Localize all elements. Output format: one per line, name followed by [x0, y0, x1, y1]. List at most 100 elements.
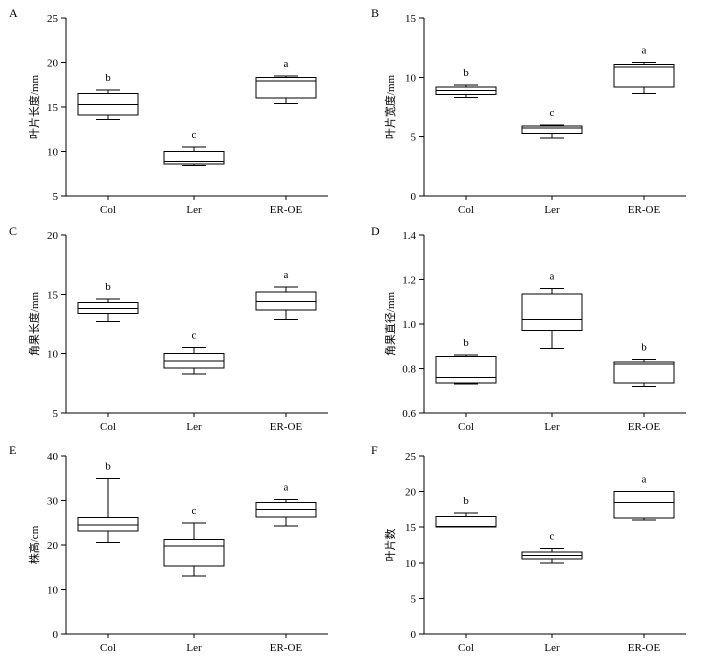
- panel-C: C 5 10 15 20 角果长度/mm Col b Ler c ER-OE a: [9, 224, 328, 433]
- category-label: Col: [100, 642, 116, 654]
- panel-letter: E: [9, 443, 16, 457]
- significance-letter: b: [105, 460, 111, 472]
- significance-letter: a: [550, 270, 555, 282]
- y-tick-label: 0: [411, 629, 417, 641]
- panel-letter: F: [371, 443, 378, 457]
- y-tick-label: 5: [411, 593, 417, 605]
- y-tick-label: 25: [47, 13, 59, 25]
- y-tick-label: 1.4: [402, 230, 416, 242]
- iqr-box: [77, 302, 139, 314]
- y-axis-label: 角果直径/mm: [383, 291, 397, 356]
- category-label: Col: [458, 204, 474, 216]
- y-tick-label: 10: [47, 147, 59, 159]
- y-tick-label: 10: [47, 349, 59, 361]
- y-tick-label: 20: [405, 487, 417, 499]
- y-tick-label: 20: [47, 540, 59, 552]
- significance-letter: b: [463, 67, 469, 79]
- panel-letter: B: [371, 6, 379, 20]
- y-tick-label: 0: [53, 629, 59, 641]
- y-tick-label: 20: [47, 230, 59, 242]
- iqr-box: [77, 516, 139, 532]
- y-tick-label: 15: [405, 522, 417, 534]
- y-tick-label: 20: [47, 58, 59, 70]
- category-label: ER-OE: [628, 421, 661, 433]
- category-label: ER-OE: [270, 421, 303, 433]
- category-label: Ler: [544, 204, 560, 216]
- significance-letter: b: [105, 72, 111, 84]
- significance-letter: a: [284, 482, 289, 494]
- iqr-box: [255, 291, 317, 311]
- iqr-box: [613, 361, 675, 384]
- box-er-oe: ER-OE a: [255, 269, 317, 433]
- category-label: Ler: [186, 642, 202, 654]
- y-tick-label: 1.0: [402, 319, 416, 331]
- significance-letter: b: [463, 337, 469, 349]
- y-tick-label: 10: [47, 585, 59, 597]
- category-label: ER-OE: [628, 642, 661, 654]
- y-tick-label: 10: [405, 72, 417, 84]
- box-er-oe: ER-OE a: [613, 45, 675, 216]
- y-tick-label: 5: [411, 132, 417, 144]
- panel-B: B 0 5 10 15 叶片宽度/mm Col b Ler c ER-OE a: [371, 6, 686, 216]
- y-tick-label: 0.8: [402, 364, 416, 376]
- significance-letter: b: [641, 342, 647, 354]
- category-label: ER-OE: [628, 204, 661, 216]
- y-axis-label: 叶片长度/mm: [27, 74, 41, 139]
- box-col: Col b: [77, 72, 139, 216]
- panel-letter: A: [9, 6, 18, 20]
- significance-letter: c: [550, 531, 555, 543]
- y-tick-label: 15: [47, 102, 59, 114]
- panel-letter: D: [371, 224, 380, 238]
- box-er-oe: ER-OE a: [255, 482, 317, 654]
- y-tick-label: 5: [53, 408, 59, 420]
- box-ler: Ler c: [521, 107, 583, 216]
- box-ler: Ler c: [163, 129, 225, 216]
- box-ler: Ler c: [521, 531, 583, 654]
- box-col: Col b: [435, 495, 497, 654]
- iqr-box: [613, 491, 675, 519]
- y-tick-label: 25: [405, 451, 417, 463]
- category-label: Col: [100, 421, 116, 433]
- box-ler: Ler c: [163, 330, 225, 433]
- category-label: Col: [100, 204, 116, 216]
- category-label: Ler: [186, 421, 202, 433]
- category-label: Col: [458, 642, 474, 654]
- y-tick-label: 30: [47, 496, 59, 508]
- iqr-box: [163, 151, 225, 165]
- y-tick-label: 10: [405, 558, 417, 570]
- y-axis-label: 角果长度/mm: [27, 291, 41, 356]
- significance-letter: b: [105, 281, 111, 293]
- iqr-box: [521, 293, 583, 332]
- box-col: Col b: [435, 337, 497, 433]
- y-tick-label: 0.6: [402, 408, 416, 420]
- iqr-box: [521, 125, 583, 135]
- significance-letter: c: [192, 330, 197, 342]
- significance-letter: b: [463, 495, 469, 507]
- box-col: Col b: [435, 67, 497, 216]
- box-er-oe: ER-OE a: [255, 58, 317, 216]
- panel-E: E 0 10 20 30 40 株高/cm Col b Ler c ER-OE a: [9, 443, 328, 654]
- y-tick-label: 5: [53, 191, 59, 203]
- y-tick-label: 15: [405, 13, 417, 25]
- significance-letter: c: [192, 505, 197, 517]
- iqr-box: [163, 539, 225, 567]
- y-tick-label: 1.2: [402, 275, 416, 287]
- category-label: Col: [458, 421, 474, 433]
- iqr-box: [435, 516, 497, 528]
- iqr-box: [435, 355, 497, 384]
- panel-A: A 5 10 15 20 25 叶片长度/mm Col b Ler c ER-OE a: [9, 6, 328, 216]
- iqr-box: [255, 77, 317, 99]
- panel-D: D 0.6 0.8 1.0 1.2 1.4 角果直径/mm Col b Ler a ER-OE b: [371, 224, 686, 433]
- y-tick-label: 0: [411, 191, 417, 203]
- category-label: Ler: [544, 642, 560, 654]
- y-tick-label: 15: [47, 289, 59, 301]
- box-er-oe: ER-OE b: [613, 342, 675, 433]
- significance-letter: a: [642, 45, 647, 57]
- category-label: Ler: [544, 421, 560, 433]
- y-tick-label: 40: [47, 451, 59, 463]
- box-col: Col b: [77, 460, 139, 654]
- iqr-box: [613, 63, 675, 88]
- box-ler: Ler a: [521, 270, 583, 433]
